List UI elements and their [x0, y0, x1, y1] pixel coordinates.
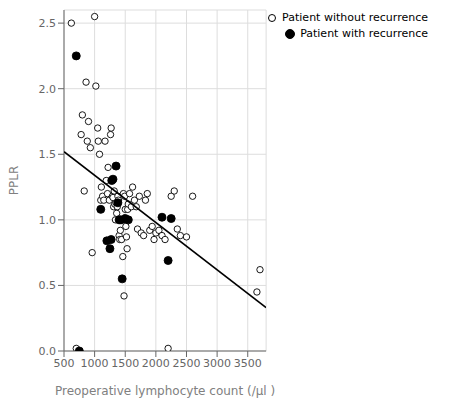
svg-text:1500: 1500 [111, 357, 139, 370]
svg-text:Preoperative lymphocyte count: Preoperative lymphocyte count (/μl ) [55, 384, 275, 398]
svg-text:1.0: 1.0 [39, 214, 57, 227]
svg-text:3000: 3000 [203, 357, 231, 370]
svg-text:2.0: 2.0 [39, 83, 57, 96]
html-text:Patient without recurrence: Patient without recurrence [282, 11, 428, 24]
svg-text:2000: 2000 [142, 357, 170, 370]
svg-text:0.5: 0.5 [39, 279, 57, 292]
svg-text:1.5: 1.5 [39, 148, 57, 161]
svg-text:3500: 3500 [234, 357, 262, 370]
svg-text:0.0: 0.0 [39, 345, 57, 358]
svg-text:2500: 2500 [172, 357, 200, 370]
svg-text:PPLR: PPLR [8, 166, 21, 196]
svg-text:2.5: 2.5 [39, 17, 57, 30]
svg-text:500: 500 [54, 357, 75, 370]
svg-text:1000: 1000 [81, 357, 109, 370]
html-text:Patient with recurrence: Patient with recurrence [300, 27, 428, 40]
